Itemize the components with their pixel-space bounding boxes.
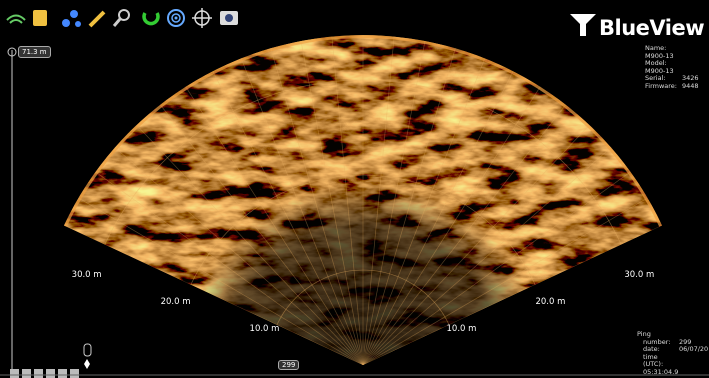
play-button[interactable] xyxy=(70,369,79,378)
sonar-app: 71.3 m BlueView Name:M900-13Model:M900-1… xyxy=(0,0,709,378)
ping-row: time (UTC):05:31:04.9 xyxy=(637,354,709,377)
ping-slider-handle[interactable]: 299 xyxy=(278,360,299,370)
info-value: 9448 xyxy=(682,83,699,91)
zoom-icon[interactable] xyxy=(114,10,129,26)
info-row: Firmware:9448 xyxy=(645,83,709,91)
range-label: 10.0 m xyxy=(250,324,280,334)
camera-icon[interactable] xyxy=(220,11,238,25)
play-button[interactable] xyxy=(22,369,31,378)
rotate-icon[interactable] xyxy=(144,13,158,24)
sonar-icon[interactable] xyxy=(168,10,184,26)
playback-controls xyxy=(10,369,79,378)
measure-icon[interactable] xyxy=(90,12,104,26)
target-icon[interactable] xyxy=(192,8,212,28)
logo-mark xyxy=(570,14,596,36)
logo-text: BlueView xyxy=(599,16,704,40)
gain-marker xyxy=(84,359,90,369)
info-row: Name:M900-13 xyxy=(645,45,709,60)
ping-label: time (UTC): xyxy=(643,354,679,369)
notes-icon[interactable] xyxy=(33,10,47,26)
range-label: 20.0 m xyxy=(535,297,565,307)
ping-value: 05:31:04.9 xyxy=(643,369,678,377)
info-label: Firmware: xyxy=(645,83,682,91)
wifi-icon[interactable] xyxy=(7,16,25,24)
gain-handle[interactable] xyxy=(84,344,91,356)
range-label: 30.0 m xyxy=(72,270,102,280)
range-label: 10.0 m xyxy=(447,324,477,334)
sonar-view xyxy=(0,0,709,378)
toolbar xyxy=(7,8,238,28)
info-row: Model:M900-13 xyxy=(645,60,709,75)
sonar-image xyxy=(0,0,709,378)
ping-value: 06/07/20 xyxy=(679,346,708,354)
range-label: 20.0 m xyxy=(161,297,191,307)
play-button[interactable] xyxy=(34,369,43,378)
range-label: 30.0 m xyxy=(624,270,654,280)
play-button[interactable] xyxy=(46,369,55,378)
play-button[interactable] xyxy=(58,369,67,378)
network-icon[interactable] xyxy=(62,10,81,27)
range-value[interactable]: 71.3 m xyxy=(18,46,51,58)
play-button[interactable] xyxy=(10,369,19,378)
